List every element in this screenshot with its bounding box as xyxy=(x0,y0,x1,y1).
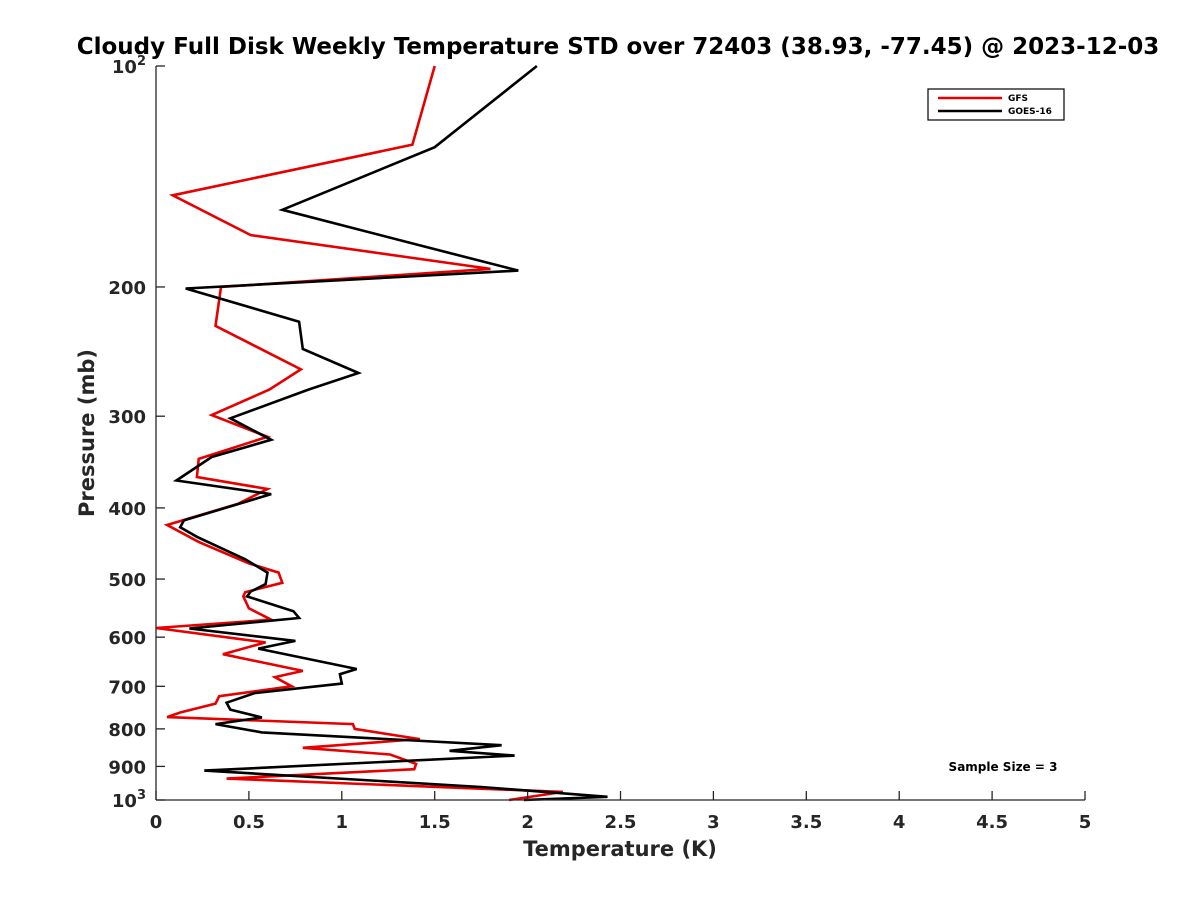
y-tick-label: 800 xyxy=(108,720,146,741)
series-line-goes-16 xyxy=(172,64,608,802)
sample-size-annotation: Sample Size = 3 xyxy=(949,760,1058,774)
x-tick-label: 4.5 xyxy=(976,812,1008,833)
x-axis-label: Temperature (K) xyxy=(523,837,717,861)
legend: GFS GOES-16 xyxy=(927,88,1065,121)
chart-title: Cloudy Full Disk Weekly Temperature STD … xyxy=(77,34,1160,60)
y-tick-label: 103 xyxy=(112,788,146,812)
y-axis-label: Pressure (mb) xyxy=(75,349,99,517)
y-tick-label: 200 xyxy=(108,278,146,299)
x-tick-label: 1 xyxy=(336,812,349,833)
ticks-layer: 0 0.5 1 1.5 2 2.5 3 3.5 4 4.5 5 102 200 300 400 500 600 7… xyxy=(108,54,1091,833)
y-tick-label: 102 xyxy=(112,54,146,78)
x-tick-label: 3 xyxy=(707,812,720,833)
x-tick-label: 2 xyxy=(521,812,534,833)
x-tick-label: 0.5 xyxy=(233,812,265,833)
y-tick-label: 500 xyxy=(108,570,146,591)
series-line-gfs xyxy=(155,65,564,802)
legend-label-gfs: GFS xyxy=(1008,94,1028,104)
legend-box xyxy=(927,88,1065,121)
x-tick-label: 0 xyxy=(150,812,163,833)
legend-label-goes-16: GOES-16 xyxy=(1008,107,1052,117)
y-tick-label: 700 xyxy=(108,677,146,698)
y-tick-label: 300 xyxy=(108,407,146,428)
x-tick-label: 5 xyxy=(1079,812,1092,833)
y-tick-label: 900 xyxy=(108,757,146,778)
x-tick-label: 3.5 xyxy=(790,812,822,833)
x-tick-label: 2.5 xyxy=(605,812,637,833)
y-tick-label: 400 xyxy=(108,499,146,520)
x-tick-label: 1.5 xyxy=(419,812,451,833)
series-layer xyxy=(155,64,608,802)
x-tick-label: 4 xyxy=(893,812,906,833)
y-tick-label: 600 xyxy=(108,628,146,649)
